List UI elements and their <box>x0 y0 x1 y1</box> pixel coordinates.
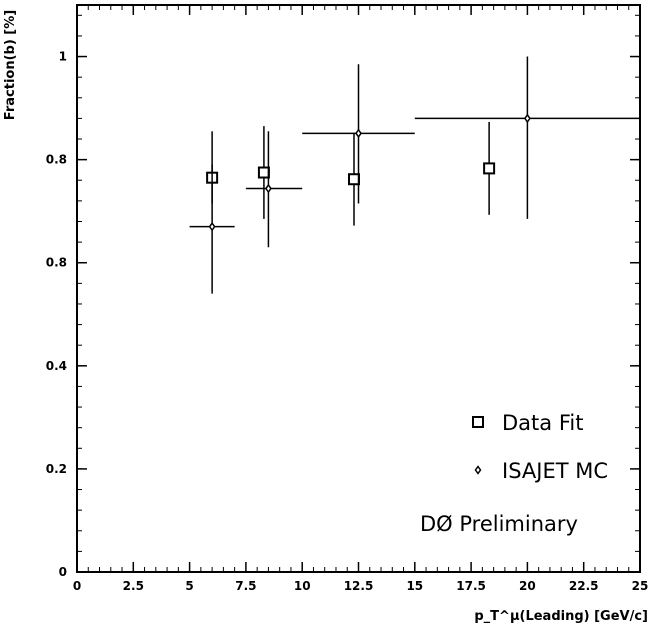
data-point <box>264 183 272 194</box>
data-point <box>523 113 531 124</box>
axis-ticks: 0 2.5 5 7.5 10 12.5 15 17.5 20 22.5 25 0 0.2 0.4 0.8 0.… <box>46 5 649 593</box>
legend: Data Fit ISAJET MC <box>472 411 608 483</box>
x-tick-label: 22.5 <box>569 579 599 593</box>
y-tick-label: 0.4 <box>46 359 67 373</box>
y-tick-label: 0.8 <box>46 153 67 167</box>
x-tick-label: 5 <box>185 579 193 593</box>
y-axis-title: Fraction(b) [%] <box>3 10 18 120</box>
y-tick-label: 0.2 <box>46 462 67 476</box>
legend-label: Data Fit <box>502 411 583 435</box>
x-axis-title: p_T^μ(Leading) [GeV/c] <box>474 609 648 624</box>
legend-item-data-fit: Data Fit <box>472 411 583 435</box>
y-tick-label: 0.8 <box>46 256 67 270</box>
data-series <box>189 56 640 294</box>
data-point <box>355 128 362 139</box>
data-point <box>208 221 216 232</box>
x-tick-label: 15 <box>406 579 423 593</box>
x-tick-label: 10 <box>294 579 311 593</box>
x-tick-label: 17.5 <box>456 579 486 593</box>
y-tick-label: 0 <box>59 565 67 579</box>
data-point <box>483 162 496 175</box>
x-tick-label: 0 <box>73 579 81 593</box>
x-tick-label: 2.5 <box>123 579 144 593</box>
legend-item-isajet-mc: ISAJET MC <box>474 459 608 483</box>
y-tick-label: 1 <box>59 50 67 64</box>
x-tick-label: 7.5 <box>235 579 256 593</box>
series-isajet-mc <box>189 56 640 294</box>
preliminary-annotation: DØ Preliminary <box>420 512 578 536</box>
legend-label: ISAJET MC <box>502 459 608 483</box>
data-point <box>257 166 270 179</box>
x-tick-label: 20 <box>519 579 536 593</box>
x-tick-label: 25 <box>632 579 649 593</box>
legend-marker <box>472 416 484 428</box>
x-tick-label: 12.5 <box>344 579 374 593</box>
series-data-fit <box>206 122 496 226</box>
legend-marker <box>474 465 482 475</box>
data-point <box>347 173 360 186</box>
